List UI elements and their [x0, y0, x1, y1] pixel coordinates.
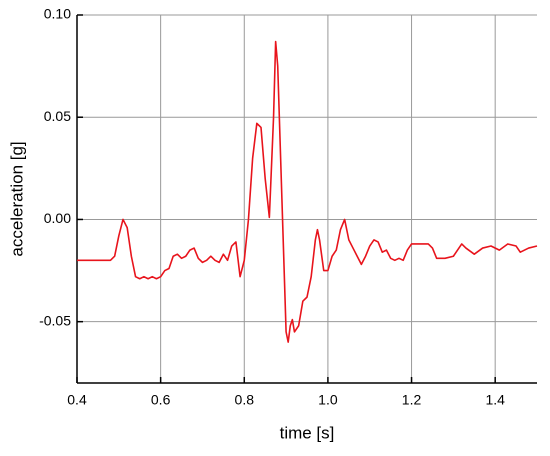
y-tick-label: 0.05	[44, 108, 71, 124]
x-tick-label: 0.4	[67, 392, 87, 408]
x-axis-title: time [s]	[280, 423, 335, 442]
y-tick-label: -0.05	[39, 312, 71, 328]
x-tick-label: 1.2	[402, 392, 422, 408]
y-axis-title: acceleration [g]	[7, 141, 26, 256]
x-tick-label: 0.6	[151, 392, 171, 408]
x-tick-label: 1.0	[318, 392, 338, 408]
data-line	[77, 40, 538, 343]
y-tick-label: 0.00	[44, 210, 71, 226]
x-tick-label: 0.8	[235, 392, 255, 408]
y-tick-label: 0.10	[44, 6, 71, 22]
x-tick-label: 1.4	[485, 392, 505, 408]
